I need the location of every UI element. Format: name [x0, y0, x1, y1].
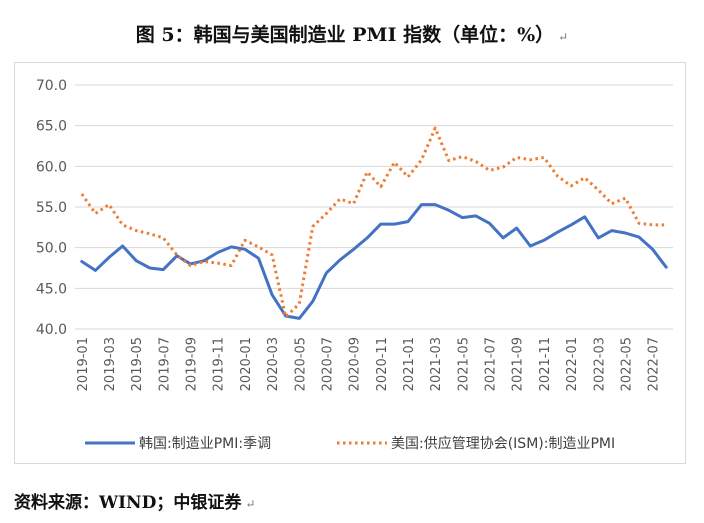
y-tick-label: 55.0: [36, 200, 67, 216]
legend-label-2: 美国:供应管理协会(ISM):制造业PMI: [391, 435, 615, 452]
x-tick-label: 2020-11: [375, 337, 390, 391]
series-line-1: [80, 203, 668, 320]
x-tick-label: 2021-01: [402, 337, 417, 391]
line-chart: 40.0 45.0 50.0 55.0 60.0 65.0 70.0 2019-01 2019-…: [36, 78, 673, 452]
y-tick-label: 60.0: [36, 159, 67, 175]
x-tick-label: 2022-01: [565, 337, 580, 391]
x-tick-label: 2020-03: [266, 337, 281, 391]
x-tick-label: 2021-11: [538, 337, 553, 391]
x-tick-label: 2019-09: [185, 337, 200, 391]
legend-label-1: 韩国:制造业PMI:季调: [139, 436, 271, 452]
x-tick-label: 2021-03: [429, 337, 444, 391]
y-tick-label: 40.0: [36, 322, 67, 338]
x-tick-label: 2019-07: [157, 337, 172, 391]
x-tick-label: 2019-11: [212, 337, 227, 391]
x-tick-label: 2020-01: [239, 337, 254, 391]
x-tick-label: 2021-05: [456, 337, 471, 391]
x-tick-label: 2020-07: [320, 337, 335, 391]
figure-title: 图 5：韩国与美国制造业 PMI 指数（单位：%） ↵: [135, 24, 569, 46]
y-tick-label: 65.0: [36, 119, 67, 135]
x-tick-label: 2022-03: [592, 337, 607, 391]
x-tick-label: 2019-01: [76, 337, 91, 391]
chart-frame: 40.0 45.0 50.0 55.0 60.0 65.0 70.0 2019-01 2019-…: [14, 62, 686, 464]
source-note: 资料来源：WIND；中银证券 ↵: [14, 493, 256, 513]
y-tick-label: 45.0: [36, 281, 67, 297]
x-tick-label: 2021-07: [484, 337, 499, 391]
x-tick-label: 2022-05: [619, 337, 634, 391]
series-line-2: [80, 126, 667, 319]
x-tick-label: 2020-09: [348, 337, 363, 391]
x-tick-label: 2019-05: [130, 337, 145, 391]
y-tick-label: 50.0: [36, 241, 67, 257]
x-tick-label: 2020-05: [293, 337, 308, 391]
x-tick-label: 2019-03: [103, 337, 118, 391]
x-tick-label: 2022-07: [647, 337, 662, 391]
y-tick-label: 70.0: [36, 78, 67, 94]
x-tick-label: 2021-09: [511, 337, 526, 391]
